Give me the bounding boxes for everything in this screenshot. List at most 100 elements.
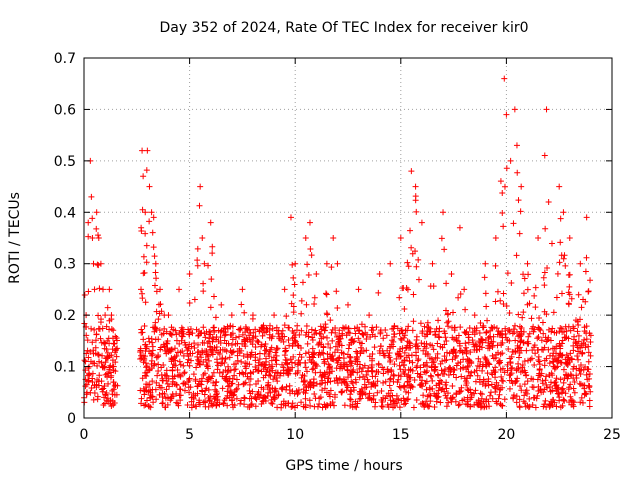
data-point [394, 379, 401, 386]
data-point [93, 209, 100, 216]
data-point [383, 332, 390, 339]
data-point [262, 398, 269, 405]
data-point [392, 400, 399, 407]
data-point [104, 353, 111, 360]
data-point [523, 372, 530, 379]
data-point [218, 301, 225, 308]
data-point [386, 382, 393, 389]
data-point [176, 286, 183, 293]
data-point [142, 230, 149, 237]
data-point [380, 335, 387, 342]
data-point [374, 389, 381, 396]
data-point [155, 352, 162, 359]
y-tick-label: 0 [67, 411, 76, 427]
data-point [514, 169, 521, 176]
data-point [302, 235, 309, 241]
data-point [556, 259, 563, 266]
data-point [236, 326, 243, 333]
data-point [535, 324, 542, 331]
data-point [452, 354, 459, 361]
data-point [529, 402, 536, 409]
data-point [481, 403, 488, 410]
data-point [142, 347, 149, 354]
data-point [173, 352, 180, 359]
data-point [376, 347, 383, 354]
data-point [423, 359, 430, 366]
data-point [274, 345, 281, 352]
data-point [262, 347, 269, 354]
data-point [214, 393, 221, 400]
data-point [168, 332, 175, 339]
data-point [562, 390, 569, 397]
x-tick-label: 15 [392, 427, 410, 443]
data-point [219, 359, 226, 366]
data-point [347, 396, 354, 403]
data-point [466, 325, 473, 332]
data-point [444, 390, 451, 397]
data-point [281, 286, 288, 293]
data-point [532, 404, 539, 411]
data-point [105, 380, 112, 387]
data-point [178, 324, 185, 331]
data-point [413, 349, 420, 356]
data-point [181, 370, 188, 377]
data-point [194, 349, 201, 356]
data-point [344, 351, 351, 358]
data-point [367, 334, 374, 341]
data-point [139, 206, 146, 213]
data-point [548, 370, 555, 377]
data-point [214, 390, 221, 397]
data-point [321, 360, 328, 367]
data-point [506, 309, 513, 316]
data-point [484, 317, 491, 324]
data-point [282, 400, 289, 407]
data-point [356, 374, 363, 381]
data-point [520, 309, 527, 316]
data-point [348, 360, 355, 367]
data-point [319, 404, 326, 411]
data-point [378, 396, 385, 403]
data-point [108, 352, 115, 359]
data-point [216, 369, 223, 376]
data-point [408, 352, 415, 359]
data-point [181, 380, 188, 387]
data-point [296, 351, 303, 358]
data-point [241, 394, 248, 401]
data-point [85, 233, 92, 240]
data-point [553, 375, 560, 382]
data-point [92, 337, 99, 344]
data-point [494, 331, 501, 338]
data-point [546, 383, 553, 390]
data-point [427, 392, 434, 399]
data-point [485, 378, 492, 385]
data-point [90, 396, 97, 403]
data-point [556, 328, 563, 335]
data-point [100, 286, 107, 293]
data-point [142, 209, 149, 216]
data-point [144, 369, 151, 376]
data-point [585, 358, 592, 365]
data-point [179, 328, 186, 335]
data-point [471, 390, 478, 397]
data-point [95, 352, 102, 359]
data-point [273, 346, 280, 353]
data-point [191, 345, 198, 352]
data-point [387, 357, 394, 364]
data-point [565, 301, 572, 308]
data-point [443, 403, 450, 410]
data-point [109, 391, 116, 398]
data-point [382, 327, 389, 334]
data-point [180, 362, 187, 369]
data-point [448, 324, 455, 331]
data-point [88, 325, 95, 332]
data-point [534, 346, 541, 353]
data-point [193, 326, 200, 333]
data-point [390, 404, 397, 411]
data-point [378, 388, 385, 395]
data-point [311, 350, 318, 357]
data-point [140, 173, 147, 180]
data-point [360, 364, 367, 371]
data-point [358, 348, 365, 355]
data-point [256, 356, 263, 363]
data-point [157, 286, 164, 293]
